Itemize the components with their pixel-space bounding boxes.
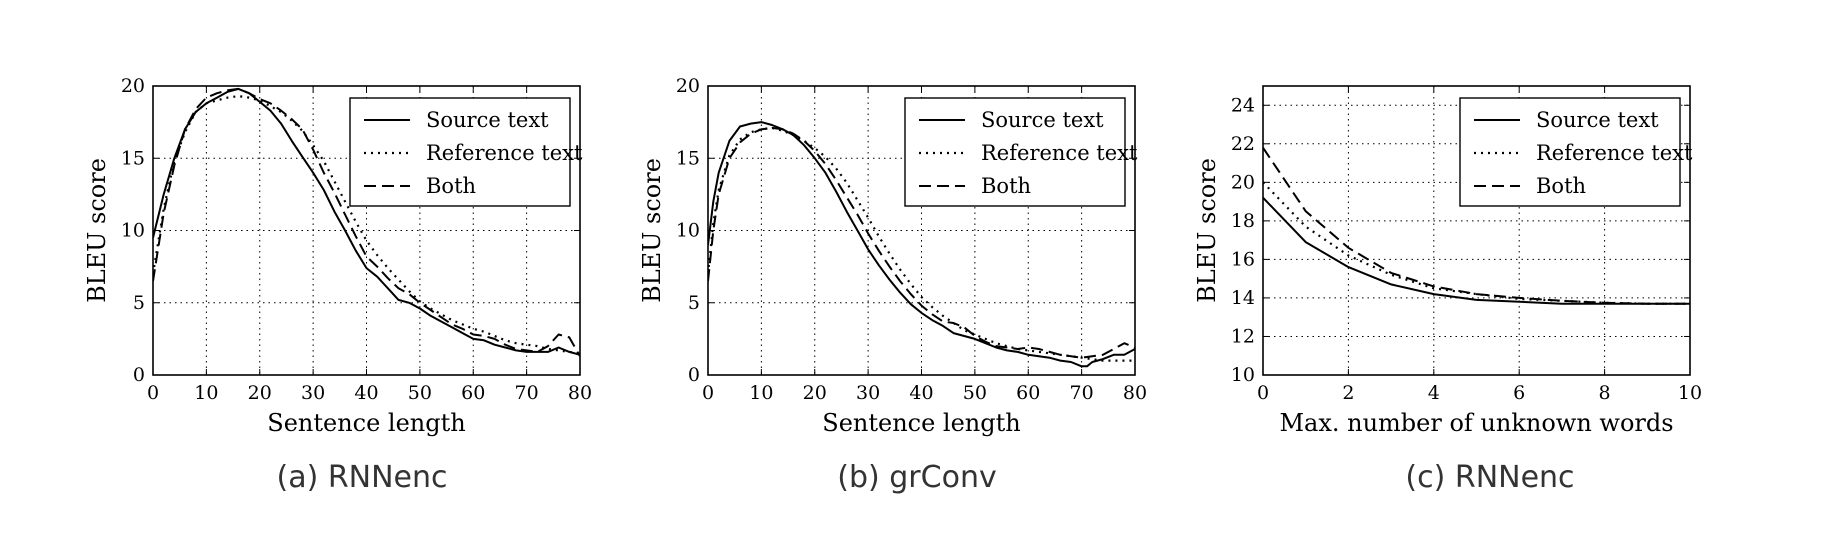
y-tick-label: 14 (1231, 287, 1255, 309)
legend-label: Reference text (426, 141, 583, 165)
legend-label: Source text (1536, 108, 1659, 132)
legend-label: Reference text (1536, 141, 1693, 165)
x-tick-label: 20 (248, 382, 272, 404)
x-tick-label: 0 (147, 382, 159, 404)
x-tick-label: 30 (301, 382, 325, 404)
y-axis-label: BLEU score (638, 158, 666, 303)
x-axis-label: Sentence length (822, 409, 1020, 437)
y-axis-label: BLEU score (83, 158, 111, 303)
legend-label: Both (426, 174, 476, 198)
series-line-both (153, 87, 580, 357)
y-tick-label: 5 (133, 292, 145, 314)
plot-frame (1262, 85, 1691, 376)
x-tick-label: 8 (1599, 382, 1611, 404)
x-tick-label: 40 (909, 382, 933, 404)
y-tick-label: 15 (121, 147, 145, 169)
x-tick-label: 60 (1016, 382, 1040, 404)
y-tick-label: 22 (1231, 133, 1255, 155)
y-tick-label: 10 (1231, 364, 1255, 386)
x-tick-label: 6 (1513, 382, 1525, 404)
chart-panel-1: 0 10 20 30 40 50 60 70 80 0 5 10 15 20 Sentence length… (83, 75, 592, 437)
legend-label: Both (1536, 174, 1586, 198)
series-line-reference-text (153, 94, 580, 355)
y-tick-label: 20 (676, 75, 700, 97)
y-tick-label: 16 (1231, 248, 1255, 270)
x-tick-label: 80 (568, 382, 592, 404)
x-tick-label: 0 (1257, 382, 1269, 404)
x-axis-label: Max. number of unknown words (1279, 409, 1673, 437)
x-axis-label: Sentence length (267, 409, 465, 437)
x-tick-label: 70 (1070, 382, 1094, 404)
x-tick-label: 0 (702, 382, 714, 404)
x-tick-label: 2 (1342, 382, 1354, 404)
x-tick-label: 10 (749, 382, 773, 404)
x-tick-label: 20 (803, 382, 827, 404)
caption-a: (a) RNNenc (276, 460, 448, 495)
caption-c: (c) RNNenc (1405, 460, 1575, 495)
chart-panel-2: 0 10 20 30 40 50 60 70 80 0 5 10 15 20 Sentence length… (638, 75, 1147, 437)
series-line-source-text (1263, 197, 1690, 305)
legend-label: Reference text (981, 141, 1138, 165)
y-tick-label: 0 (688, 364, 700, 386)
x-tick-label: 50 (408, 382, 432, 404)
x-tick-label: 10 (194, 382, 218, 404)
y-tick-label: 12 (1231, 325, 1255, 347)
legend-label: Source text (426, 108, 549, 132)
y-tick-label: 18 (1231, 210, 1255, 232)
x-tick-label: 50 (963, 382, 987, 404)
y-tick-label: 15 (676, 147, 700, 169)
x-tick-label: 70 (515, 382, 539, 404)
x-tick-label: 80 (1123, 382, 1147, 404)
x-tick-label: 40 (354, 382, 378, 404)
caption-b: (b) grConv (837, 460, 997, 495)
y-tick-label: 10 (676, 220, 700, 242)
y-tick-label: 20 (121, 75, 145, 97)
series-line-source-text (708, 121, 1135, 368)
series-line-both (1263, 147, 1690, 305)
y-tick-label: 10 (121, 220, 145, 242)
y-tick-label: 24 (1231, 94, 1255, 116)
legend-label: Both (981, 174, 1031, 198)
x-tick-label: 30 (856, 382, 880, 404)
y-tick-label: 5 (688, 292, 700, 314)
y-tick-label: 20 (1231, 171, 1255, 193)
series-line-source-text (153, 87, 580, 356)
legend-label: Source text (981, 108, 1104, 132)
x-tick-label: 4 (1428, 382, 1440, 404)
y-axis-label: BLEU score (1193, 158, 1221, 303)
x-tick-label: 10 (1678, 382, 1702, 404)
y-tick-label: 0 (133, 364, 145, 386)
x-tick-label: 60 (461, 382, 485, 404)
